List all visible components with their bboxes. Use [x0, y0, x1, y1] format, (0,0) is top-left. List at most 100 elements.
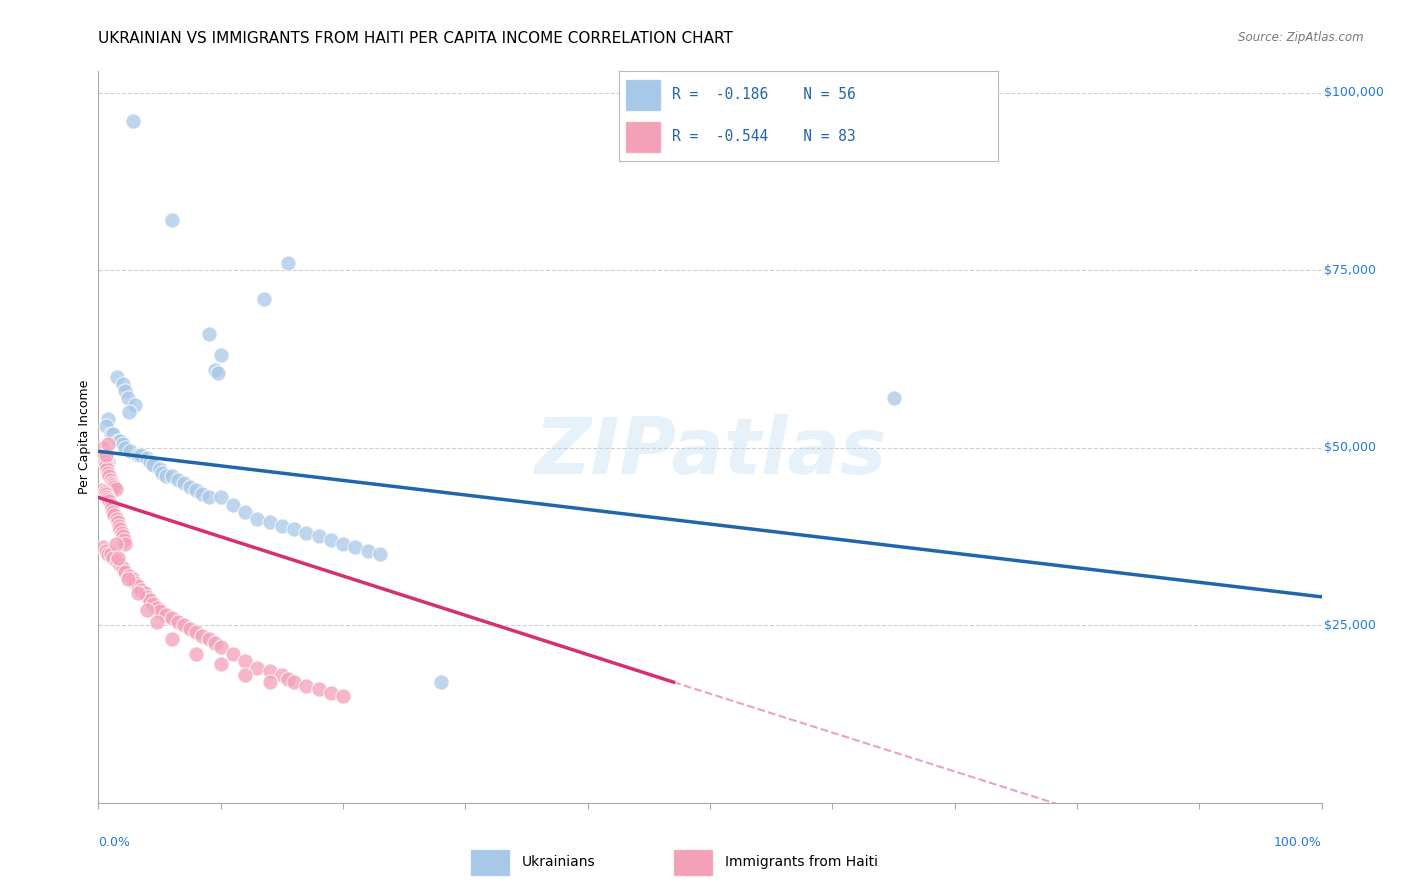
- Point: [101, 505, 124, 519]
- Point: [191, 629, 214, 643]
- Point: [295, 679, 318, 693]
- Point: [150, 466, 173, 480]
- Point: [114, 536, 136, 550]
- Point: [107, 516, 129, 530]
- Point: [120, 444, 142, 458]
- Text: ZIPatlas: ZIPatlas: [534, 414, 886, 490]
- Point: [142, 597, 165, 611]
- Point: [97, 491, 120, 506]
- Point: [114, 565, 136, 579]
- Point: [94, 448, 117, 462]
- Point: [160, 632, 183, 647]
- Point: [222, 498, 245, 512]
- Point: [104, 536, 127, 550]
- Point: [155, 469, 177, 483]
- Point: [173, 618, 195, 632]
- Point: [883, 391, 905, 405]
- Point: [108, 519, 131, 533]
- Point: [118, 568, 141, 582]
- Point: [127, 586, 149, 600]
- Point: [91, 441, 114, 455]
- Point: [368, 547, 391, 561]
- Point: [136, 590, 159, 604]
- Point: [222, 647, 245, 661]
- Point: [101, 426, 124, 441]
- Point: [344, 540, 367, 554]
- Point: [94, 543, 117, 558]
- Point: [93, 455, 115, 469]
- Point: [270, 668, 294, 682]
- Point: [139, 455, 162, 469]
- Point: [136, 451, 159, 466]
- Point: [186, 625, 208, 640]
- Point: [98, 494, 121, 508]
- Point: [127, 448, 149, 462]
- Point: [277, 256, 299, 270]
- Point: [114, 441, 136, 455]
- Point: [233, 505, 256, 519]
- Point: [139, 593, 162, 607]
- Point: [118, 405, 141, 419]
- Text: $75,000: $75,000: [1324, 264, 1376, 277]
- Point: [186, 483, 208, 498]
- Point: [295, 525, 318, 540]
- Point: [114, 384, 136, 398]
- FancyBboxPatch shape: [626, 80, 661, 110]
- Point: [121, 572, 143, 586]
- Point: [91, 483, 114, 498]
- Point: [129, 448, 152, 462]
- Point: [149, 604, 172, 618]
- Point: [124, 575, 146, 590]
- Point: [97, 466, 120, 480]
- Point: [91, 540, 114, 554]
- Point: [283, 675, 305, 690]
- Point: [101, 476, 124, 491]
- Point: [204, 362, 226, 376]
- Point: [97, 455, 120, 469]
- Point: [179, 622, 201, 636]
- Point: [110, 434, 132, 448]
- Point: [356, 543, 378, 558]
- Point: [246, 661, 269, 675]
- Point: [136, 602, 159, 616]
- Text: R =  -0.186    N = 56: R = -0.186 N = 56: [672, 87, 855, 103]
- Text: 0.0%: 0.0%: [98, 836, 131, 848]
- Point: [124, 398, 146, 412]
- Point: [91, 448, 114, 462]
- Point: [319, 686, 342, 700]
- Point: [101, 501, 124, 516]
- Point: [110, 522, 132, 536]
- Point: [173, 476, 195, 491]
- Point: [259, 675, 281, 690]
- Text: Source: ZipAtlas.com: Source: ZipAtlas.com: [1239, 31, 1364, 45]
- Point: [112, 533, 135, 547]
- Point: [97, 412, 120, 426]
- Text: UKRAINIAN VS IMMIGRANTS FROM HAITI PER CAPITA INCOME CORRELATION CHART: UKRAINIAN VS IMMIGRANTS FROM HAITI PER C…: [98, 31, 734, 46]
- Point: [100, 426, 122, 441]
- Point: [149, 462, 172, 476]
- Point: [134, 586, 156, 600]
- Point: [270, 519, 294, 533]
- Text: Ukrainians: Ukrainians: [522, 855, 596, 869]
- Point: [319, 533, 342, 547]
- Point: [100, 473, 122, 487]
- Point: [283, 522, 305, 536]
- Point: [209, 348, 232, 362]
- Point: [259, 665, 281, 679]
- Point: [277, 672, 299, 686]
- Point: [246, 512, 269, 526]
- Point: [110, 558, 132, 572]
- Point: [105, 369, 128, 384]
- Point: [107, 550, 129, 565]
- Point: [197, 327, 219, 342]
- Point: [252, 292, 274, 306]
- Point: [146, 615, 169, 629]
- Point: [197, 491, 219, 505]
- Point: [209, 491, 232, 505]
- Point: [204, 636, 226, 650]
- Point: [94, 419, 117, 434]
- Point: [111, 525, 134, 540]
- Point: [160, 611, 183, 625]
- Point: [430, 675, 453, 690]
- FancyBboxPatch shape: [471, 850, 509, 875]
